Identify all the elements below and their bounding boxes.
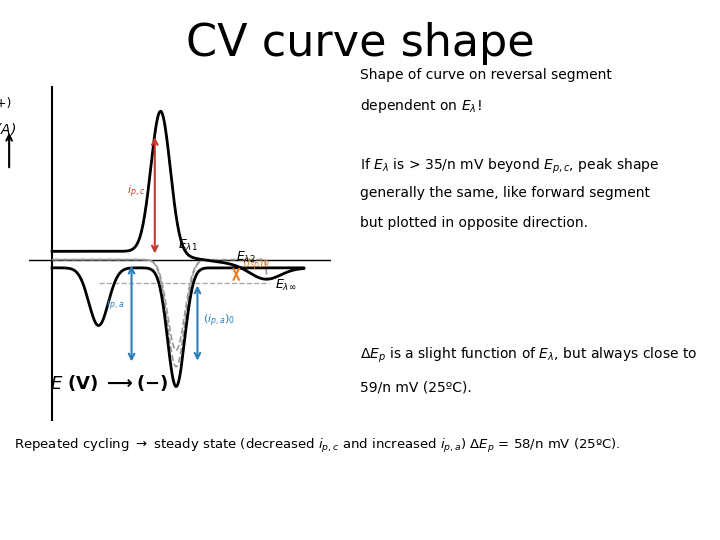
Text: $(i_{sp})_0$: $(i_{sp})_0$: [242, 257, 269, 273]
Text: $E_{\lambda 2}$: $E_{\lambda 2}$: [236, 249, 256, 265]
Text: $(i_{p,a})_0$: $(i_{p,a})_0$: [203, 313, 235, 329]
Text: dependent on $E_{\lambda}$!: dependent on $E_{\lambda}$!: [360, 97, 482, 115]
Text: $i$ (A): $i$ (A): [0, 120, 16, 137]
Text: but plotted in opposite direction.: but plotted in opposite direction.: [360, 216, 588, 230]
Text: If $E_{\lambda}$ is > 35/n mV beyond $E_{p,c}$, peak shape: If $E_{\lambda}$ is > 35/n mV beyond $E_…: [360, 157, 659, 176]
Text: $E_{\lambda\infty}$: $E_{\lambda\infty}$: [275, 278, 297, 293]
Text: CV curve shape: CV curve shape: [186, 22, 534, 65]
Text: $\Delta E_p$ is a slight function of $E_{\lambda}$, but always close to: $\Delta E_p$ is a slight function of $E_…: [360, 346, 698, 365]
Text: (+): (+): [0, 97, 12, 110]
Text: $\mathbf{\mathit{E}}$ $\mathbf{(V)}$ $\boldsymbol{\longrightarrow}$$\mathbf{(-)}: $\mathbf{\mathit{E}}$ $\mathbf{(V)}$ $\b…: [50, 373, 168, 393]
Text: Shape of curve on reversal segment: Shape of curve on reversal segment: [360, 68, 612, 82]
Text: 59/n mV (25ºC).: 59/n mV (25ºC).: [360, 381, 472, 395]
Text: $i_{p,c}$: $i_{p,c}$: [127, 184, 145, 200]
Text: Repeated cycling $\rightarrow$ steady state (decreased $i_{p,c}$ and increased $: Repeated cycling $\rightarrow$ steady st…: [14, 437, 621, 455]
Text: $E_{\lambda 1}$: $E_{\lambda 1}$: [178, 238, 198, 253]
Text: $i_{p,a}$: $i_{p,a}$: [106, 296, 124, 313]
Text: generally the same, like forward segment: generally the same, like forward segment: [360, 186, 650, 200]
